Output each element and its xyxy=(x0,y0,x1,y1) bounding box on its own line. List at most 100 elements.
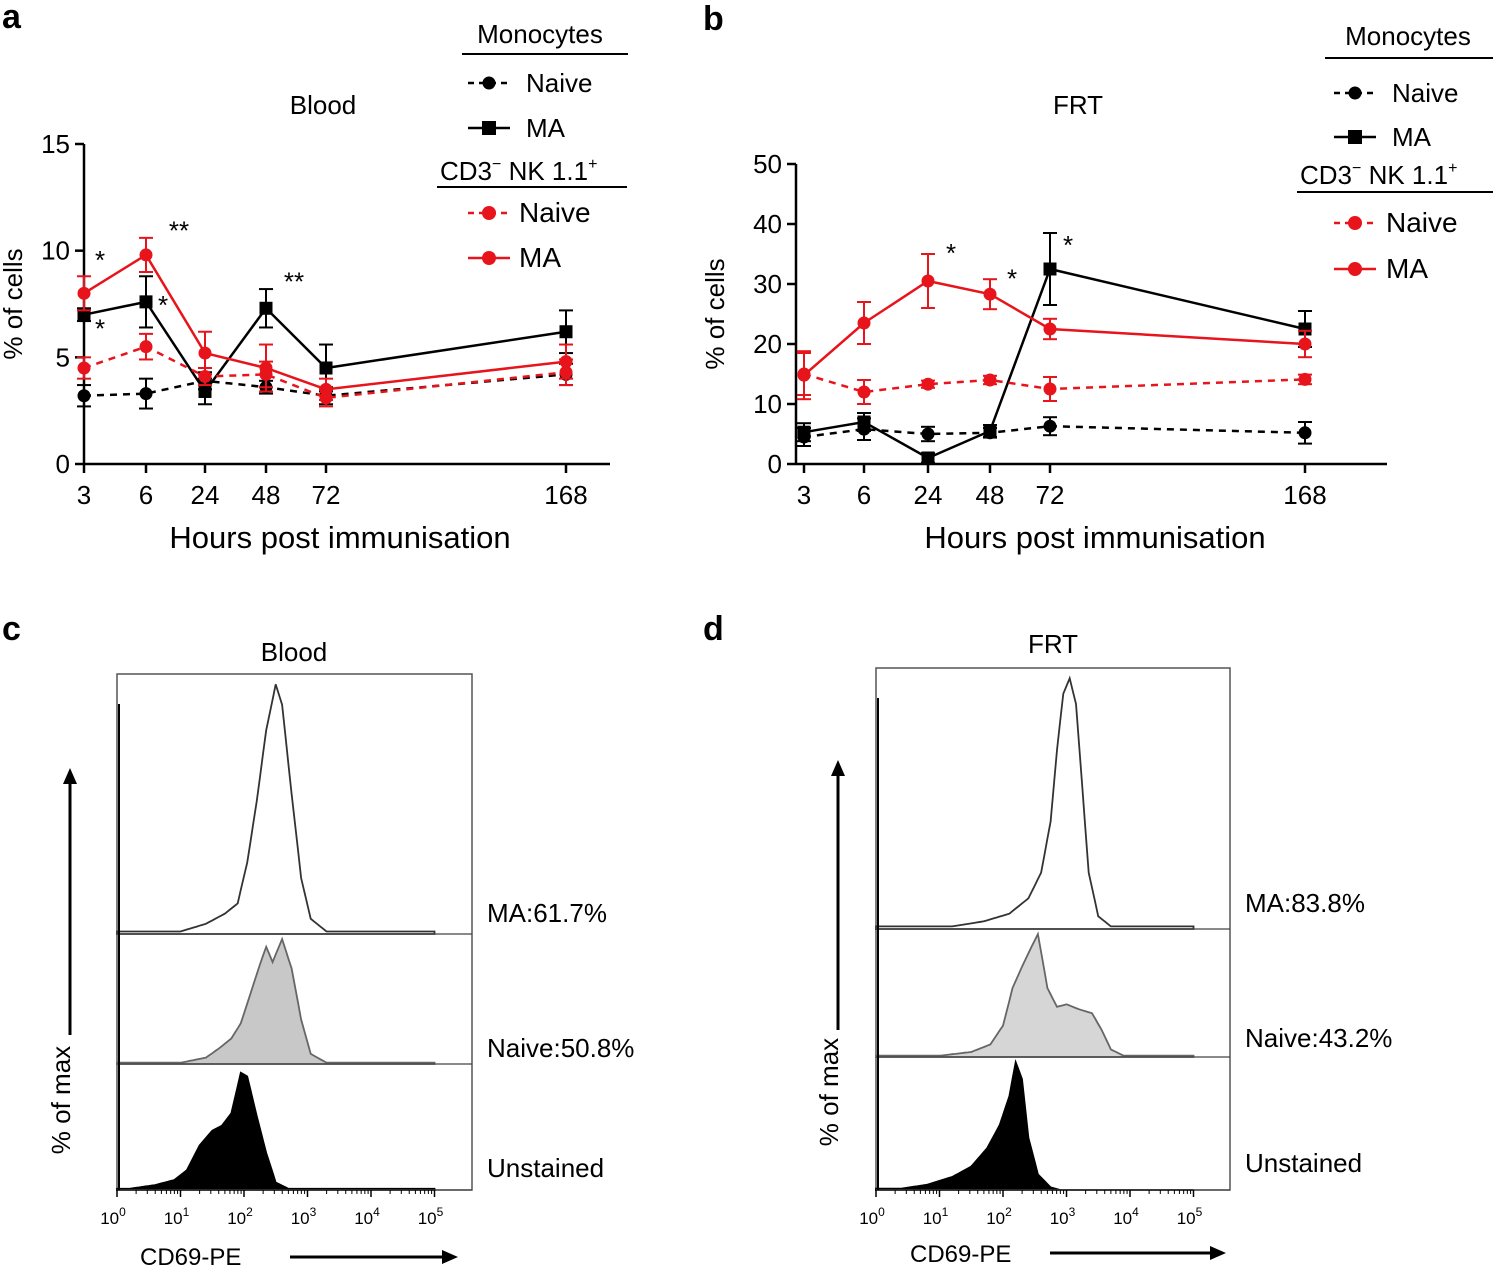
significance-annotation: * xyxy=(1063,230,1073,260)
data-point xyxy=(1043,262,1057,276)
legend-a-naive-red-marker xyxy=(482,206,496,220)
y-tick-label: 0 xyxy=(768,449,782,479)
y-axis-label: % of max xyxy=(46,1046,76,1154)
data-point xyxy=(1298,372,1312,386)
x-axis-label: Hours post immunisation xyxy=(169,520,510,555)
track-label-ma: MA:83.8% xyxy=(1245,888,1365,918)
panel-letter-a: a xyxy=(2,0,22,36)
legend-a-ma-black-label: MA xyxy=(526,113,566,143)
x-tick-label: 101 xyxy=(164,1205,190,1228)
y-tick-label: 5 xyxy=(56,342,70,372)
significance-annotation: * xyxy=(1007,263,1017,293)
data-point xyxy=(77,361,91,375)
x-tick-label: 101 xyxy=(923,1205,949,1228)
data-point xyxy=(77,389,91,403)
legend-b-ma-black-marker xyxy=(1348,130,1362,144)
x-axis-label: CD69-PE xyxy=(910,1241,1011,1268)
data-point xyxy=(921,451,935,465)
legend-a-monocytes-title: Monocytes xyxy=(477,19,603,49)
x-tick-label: 100 xyxy=(100,1205,126,1228)
significance-annotation: * xyxy=(158,290,168,320)
y-axis-arrow-head xyxy=(63,768,77,784)
data-point xyxy=(139,295,153,309)
legend-b-naive-red-marker xyxy=(1348,216,1362,230)
series-line xyxy=(803,372,1306,394)
significance-annotation: ** xyxy=(284,267,304,297)
data-point xyxy=(559,355,573,369)
y-tick-label: 50 xyxy=(753,149,782,179)
legend-a-naive-black-label: Naive xyxy=(526,68,592,98)
x-axis-label: Hours post immunisation xyxy=(924,520,1265,555)
data-point xyxy=(77,286,91,300)
legend-b-naive-black-marker xyxy=(1348,86,1362,100)
histogram-blood: Blood MA:61.7% Naive:50.8% Unstained 100 101 1… xyxy=(46,637,634,1269)
x-axis-label: CD69-PE xyxy=(140,1244,241,1269)
x-tick-label: 72 xyxy=(312,480,341,510)
x-tick-label: 100 xyxy=(859,1205,885,1228)
legend-a-naive-black-marker xyxy=(482,76,496,90)
x-tick-label: 168 xyxy=(544,480,587,510)
legend-b-naive-black-label: Naive xyxy=(1392,78,1458,108)
x-tick-label: 48 xyxy=(252,480,281,510)
significance-annotation: * xyxy=(95,245,105,275)
y-tick-label: 15 xyxy=(41,129,70,159)
series-line xyxy=(803,424,1306,439)
legend-b-ma-red-label: MA xyxy=(1386,253,1428,284)
data-point xyxy=(1043,382,1057,396)
series-cd3-nk-1-1-ma xyxy=(77,236,573,401)
y-axis-label: % of cells xyxy=(0,248,28,359)
legend-a-ma-red-label: MA xyxy=(519,242,561,273)
x-tick-label: 105 xyxy=(1177,1205,1203,1228)
data-point xyxy=(857,316,871,330)
line-chart-blood: Blood 0 5 10 15 3 6 24 48 72 168 Hours post immunis… xyxy=(0,90,610,555)
y-tick-label: 40 xyxy=(753,209,782,239)
data-point xyxy=(797,368,811,382)
x-tick-label: 102 xyxy=(986,1205,1012,1228)
legend-a-nk-title: CD3− NK 1.1+ xyxy=(440,156,597,186)
data-point xyxy=(139,248,153,262)
x-tick-label: 168 xyxy=(1283,480,1326,510)
data-point xyxy=(139,387,153,401)
x-tick-label: 105 xyxy=(418,1205,444,1228)
legend-b-naive-red-label: Naive xyxy=(1386,207,1458,238)
x-tick-label: 102 xyxy=(227,1205,253,1228)
data-point xyxy=(259,361,273,375)
x-tick-label: 3 xyxy=(77,480,91,510)
data-point xyxy=(198,384,212,398)
data-point xyxy=(857,415,871,429)
data-point xyxy=(559,325,573,339)
y-tick-label: 0 xyxy=(56,449,70,479)
data-point xyxy=(139,340,153,354)
data-point xyxy=(921,427,935,441)
x-axis-arrow-head xyxy=(1210,1246,1226,1260)
legend-a-ma-black-marker xyxy=(482,121,496,135)
data-point xyxy=(921,274,935,288)
series-line xyxy=(83,345,567,400)
legend-b: Monocytes Naive MA CD3− NK 1.1+ Naive MA xyxy=(1297,21,1493,284)
y-tick-label: 10 xyxy=(753,389,782,419)
histogram-naive xyxy=(875,931,1195,1058)
data-point xyxy=(1043,419,1057,433)
y-tick-label: 10 xyxy=(41,236,70,266)
track-label-ma: MA:61.7% xyxy=(487,898,607,928)
series-monocytes-ma xyxy=(797,232,1312,465)
data-point xyxy=(1043,322,1057,336)
data-point xyxy=(1298,322,1312,336)
y-tick-label: 20 xyxy=(753,329,782,359)
legend-a: Monocytes Naive MA CD3− NK 1.1+ Naive MA xyxy=(437,19,628,273)
significance-annotation: ** xyxy=(169,215,189,245)
histogram-frt: FRT MA:83.8% Naive:43.2% Unstained 100 101 102… xyxy=(814,629,1392,1268)
data-point xyxy=(1298,337,1312,351)
y-axis-label: % of cells xyxy=(700,258,730,369)
data-point xyxy=(198,346,212,360)
x-tick-label: 24 xyxy=(914,480,943,510)
series-line xyxy=(803,267,1306,460)
histogram-naive xyxy=(116,936,436,1065)
legend-a-ma-red-marker xyxy=(482,251,496,265)
x-tick-label: 104 xyxy=(354,1205,380,1228)
legend-b-ma-red-marker xyxy=(1348,262,1362,276)
track-label-naive: Naive:43.2% xyxy=(1245,1023,1392,1053)
data-point xyxy=(983,373,997,387)
series-line xyxy=(83,300,567,394)
data-point xyxy=(857,385,871,399)
